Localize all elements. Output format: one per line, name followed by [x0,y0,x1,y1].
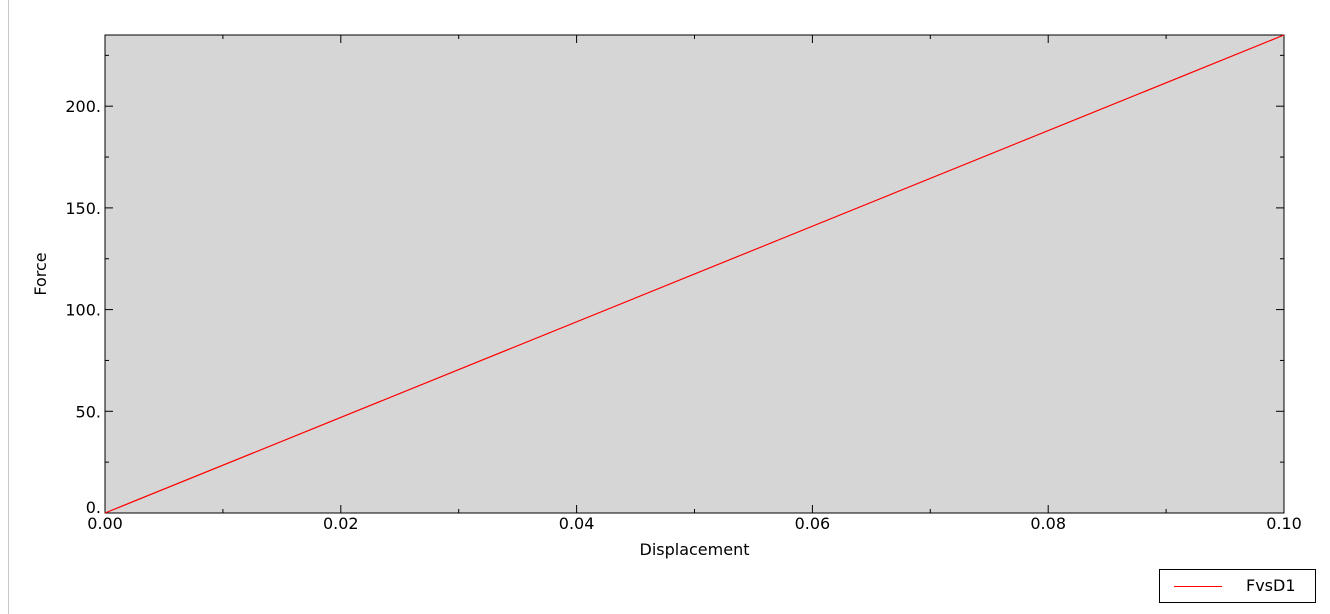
axis-ticks [104,35,1285,514]
x-axis-title: Displacement [640,540,750,559]
y-tick-label: 100. [65,301,101,320]
legend-swatch-fvsd1 [1174,586,1222,587]
x-tick-label: 0.02 [323,514,359,533]
y-tick-label: 0. [86,498,101,517]
legend: FvsD1 [1159,569,1316,603]
x-tick-label: 0.10 [1266,514,1302,533]
x-tick-label: 0.08 [1030,514,1066,533]
axis-tick-labels: 0.00 0.02 0.04 0.06 0.08 0.10 0. 50. 100. 150. 200… [65,97,1301,533]
y-axis-title: Force [31,252,50,295]
x-tick-label: 0.00 [87,514,123,533]
y-tick-label: 150. [65,199,101,218]
window-frame-line [8,0,9,614]
y-tick-label: 50. [76,402,101,421]
series-line-fvsd1 [104,34,1285,514]
x-tick-label: 0.06 [795,514,831,533]
legend-label-fvsd1: FvsD1 [1246,576,1296,595]
x-tick-label: 0.04 [559,514,595,533]
y-tick-label: 200. [65,97,101,116]
series-layer [104,34,1285,514]
